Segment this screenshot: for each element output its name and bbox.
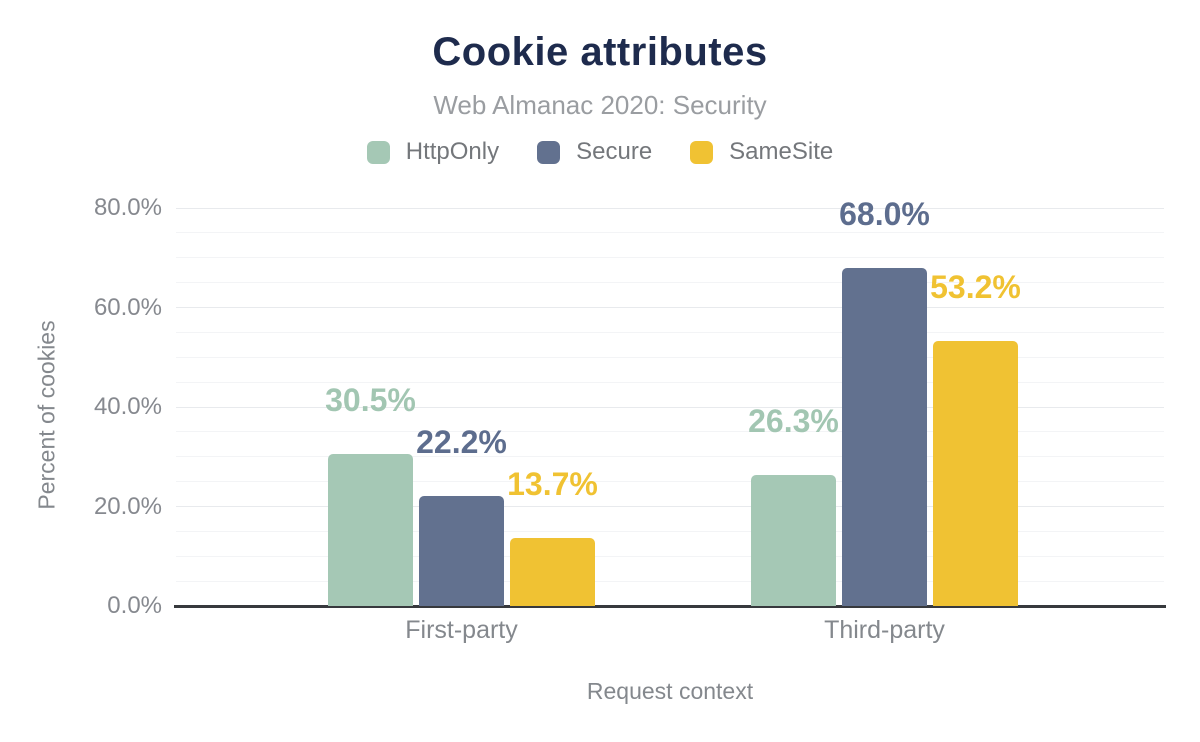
bar-samesite-third-party[interactable] bbox=[933, 341, 1018, 606]
minor-gridline-25 bbox=[176, 481, 1164, 483]
major-gridline-40 bbox=[176, 406, 1164, 408]
y-tick-80.0%: 80.0% bbox=[93, 194, 162, 221]
legend-item-httponly[interactable]: HttpOnly bbox=[366, 138, 500, 166]
minor-gridline-30 bbox=[176, 456, 1164, 458]
legend-label: HttpOnly bbox=[405, 138, 500, 165]
data-label-httponly-third-party: 26.3% bbox=[748, 403, 839, 440]
y-axis-title: Percent of cookies bbox=[33, 320, 60, 510]
x-axis-line bbox=[174, 605, 1166, 608]
y-tick-20.0%: 20.0% bbox=[93, 492, 162, 520]
bar-secure-third-party[interactable] bbox=[842, 267, 927, 606]
y-tick-0.0%: 0.0% bbox=[107, 592, 162, 619]
legend-swatch-httponly bbox=[366, 140, 390, 164]
minor-gridline-65 bbox=[176, 282, 1164, 284]
minor-gridline-10 bbox=[176, 555, 1164, 557]
major-gridline-60 bbox=[176, 307, 1164, 308]
major-gridline-20 bbox=[176, 506, 1164, 507]
chart-subtitle: Web Almanac 2020: Security bbox=[433, 90, 767, 120]
minor-gridline-35 bbox=[176, 431, 1164, 433]
x-axis-title: Request context bbox=[586, 678, 754, 704]
y-tick-40.0%: 40.0% bbox=[93, 393, 162, 420]
data-label-samesite-third-party: 53.2% bbox=[930, 269, 1021, 306]
data-label-samesite-first-party: 13.7% bbox=[507, 465, 598, 502]
legend-item-secure[interactable]: Secure bbox=[537, 138, 652, 166]
minor-gridline-55 bbox=[176, 331, 1164, 333]
bar-httponly-first-party[interactable] bbox=[328, 454, 413, 606]
legend-swatch-secure bbox=[537, 140, 561, 164]
minor-gridline-75 bbox=[176, 232, 1164, 234]
x-tick-first-party: First-party bbox=[405, 616, 518, 644]
plot-area: 30.5% 22.2% 13.7% 26.3% 68.0% 53.2% bbox=[174, 198, 1166, 608]
x-tick-third-party: Third-party bbox=[824, 616, 945, 644]
data-label-secure-third-party: 68.0% bbox=[839, 195, 930, 232]
bar-secure-first-party[interactable] bbox=[419, 495, 504, 606]
major-gridline-80 bbox=[176, 207, 1164, 209]
minor-gridline-70 bbox=[176, 257, 1164, 259]
data-label-httponly-first-party: 30.5% bbox=[325, 382, 416, 419]
minor-gridline-15 bbox=[176, 530, 1164, 532]
bar-httponly-third-party[interactable] bbox=[751, 475, 836, 606]
chart-title: Cookie attributes bbox=[432, 30, 768, 74]
legend: HttpOnly Secure SameSite bbox=[0, 138, 1200, 166]
minor-gridline-50 bbox=[176, 356, 1164, 358]
bar-samesite-first-party[interactable] bbox=[510, 537, 595, 606]
minor-gridline-5 bbox=[176, 580, 1164, 582]
data-label-secure-first-party: 22.2% bbox=[416, 423, 507, 460]
legend-swatch-samesite bbox=[690, 140, 714, 164]
legend-item-samesite[interactable]: SameSite bbox=[690, 138, 833, 166]
legend-label: SameSite bbox=[729, 138, 834, 165]
minor-gridline-45 bbox=[176, 381, 1164, 383]
y-tick-60.0%: 60.0% bbox=[93, 293, 162, 321]
legend-label: Secure bbox=[576, 138, 653, 165]
